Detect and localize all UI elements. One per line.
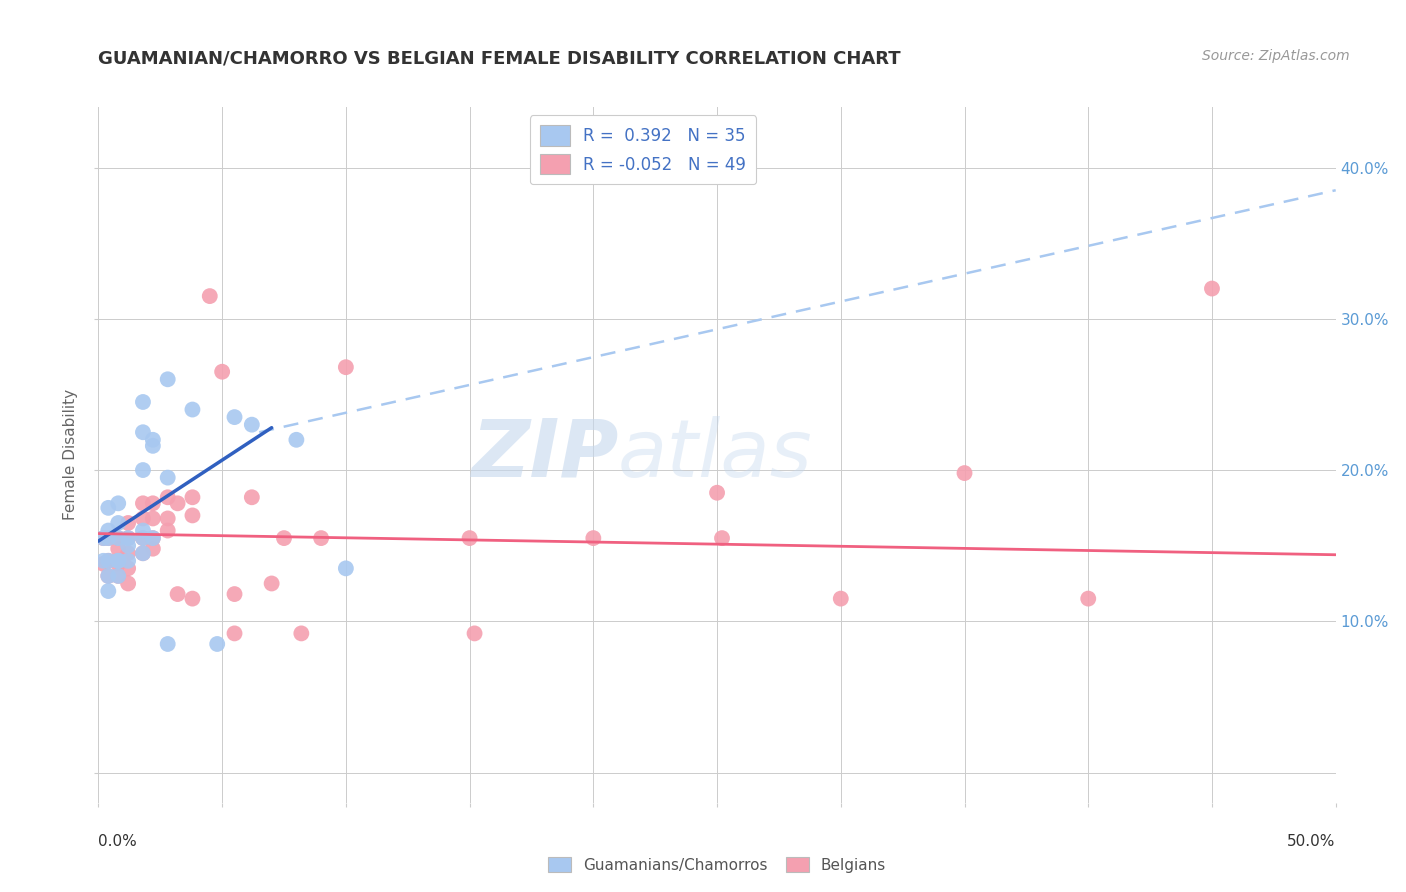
Point — [97, 524, 120, 538]
Point — [107, 554, 129, 568]
Point — [93, 531, 115, 545]
Point — [97, 584, 120, 599]
Point — [181, 508, 204, 523]
Point — [142, 511, 165, 525]
Point — [1077, 591, 1099, 606]
Point — [1201, 281, 1223, 295]
Point — [107, 496, 129, 510]
Text: 50.0%: 50.0% — [1288, 834, 1336, 849]
Point — [464, 626, 486, 640]
Point — [117, 561, 139, 575]
Point — [711, 531, 734, 545]
Point — [97, 531, 120, 545]
Point — [142, 531, 165, 545]
Point — [132, 531, 155, 545]
Text: ZIP: ZIP — [471, 416, 619, 494]
Point — [117, 576, 139, 591]
Point — [953, 466, 976, 480]
Point — [458, 531, 481, 545]
Point — [706, 485, 728, 500]
Point — [117, 531, 139, 545]
Point — [205, 637, 228, 651]
Point — [117, 531, 139, 545]
Point — [156, 637, 179, 651]
Text: 0.0%: 0.0% — [98, 834, 138, 849]
Point — [97, 569, 120, 583]
Point — [132, 496, 155, 510]
Point — [582, 531, 605, 545]
Point — [93, 531, 115, 545]
Point — [107, 531, 129, 545]
Point — [156, 372, 179, 386]
Point — [97, 554, 120, 568]
Point — [117, 516, 139, 530]
Point — [132, 425, 155, 440]
Point — [211, 365, 233, 379]
Point — [107, 569, 129, 583]
Point — [142, 531, 165, 545]
Point — [107, 516, 129, 530]
Point — [132, 524, 155, 538]
Point — [224, 410, 246, 425]
Point — [166, 496, 188, 510]
Point — [224, 626, 246, 640]
Point — [142, 496, 165, 510]
Point — [156, 490, 179, 504]
Point — [117, 546, 139, 560]
Legend: R =  0.392   N = 35, R = -0.052   N = 49: R = 0.392 N = 35, R = -0.052 N = 49 — [530, 115, 756, 185]
Point — [156, 470, 179, 484]
Point — [93, 554, 115, 568]
Point — [224, 587, 246, 601]
Point — [166, 587, 188, 601]
Point — [107, 557, 129, 571]
Point — [830, 591, 852, 606]
Point — [107, 569, 129, 583]
Point — [260, 576, 283, 591]
Point — [181, 490, 204, 504]
Point — [132, 531, 155, 545]
Point — [93, 557, 115, 571]
Point — [107, 554, 129, 568]
Point — [97, 554, 120, 568]
Point — [132, 395, 155, 409]
Point — [181, 591, 204, 606]
Point — [240, 490, 263, 504]
Point — [132, 511, 155, 525]
Point — [240, 417, 263, 432]
Point — [117, 554, 139, 568]
Point — [142, 439, 165, 453]
Point — [97, 531, 120, 545]
Point — [181, 402, 204, 417]
Point — [335, 360, 357, 375]
Point — [97, 500, 120, 515]
Text: Source: ZipAtlas.com: Source: ZipAtlas.com — [1202, 49, 1350, 63]
Point — [335, 561, 357, 575]
Point — [117, 539, 139, 553]
Point — [142, 541, 165, 556]
Point — [107, 541, 129, 556]
Point — [156, 511, 179, 525]
Point — [107, 531, 129, 545]
Y-axis label: Female Disability: Female Disability — [63, 389, 79, 521]
Point — [290, 626, 312, 640]
Point — [97, 569, 120, 583]
Point — [285, 433, 308, 447]
Point — [273, 531, 295, 545]
Point — [132, 463, 155, 477]
Point — [156, 524, 179, 538]
Point — [132, 546, 155, 560]
Text: atlas: atlas — [619, 416, 813, 494]
Point — [309, 531, 332, 545]
Point — [142, 433, 165, 447]
Point — [132, 546, 155, 560]
Text: GUAMANIAN/CHAMORRO VS BELGIAN FEMALE DISABILITY CORRELATION CHART: GUAMANIAN/CHAMORRO VS BELGIAN FEMALE DIS… — [98, 49, 901, 67]
Point — [198, 289, 221, 303]
